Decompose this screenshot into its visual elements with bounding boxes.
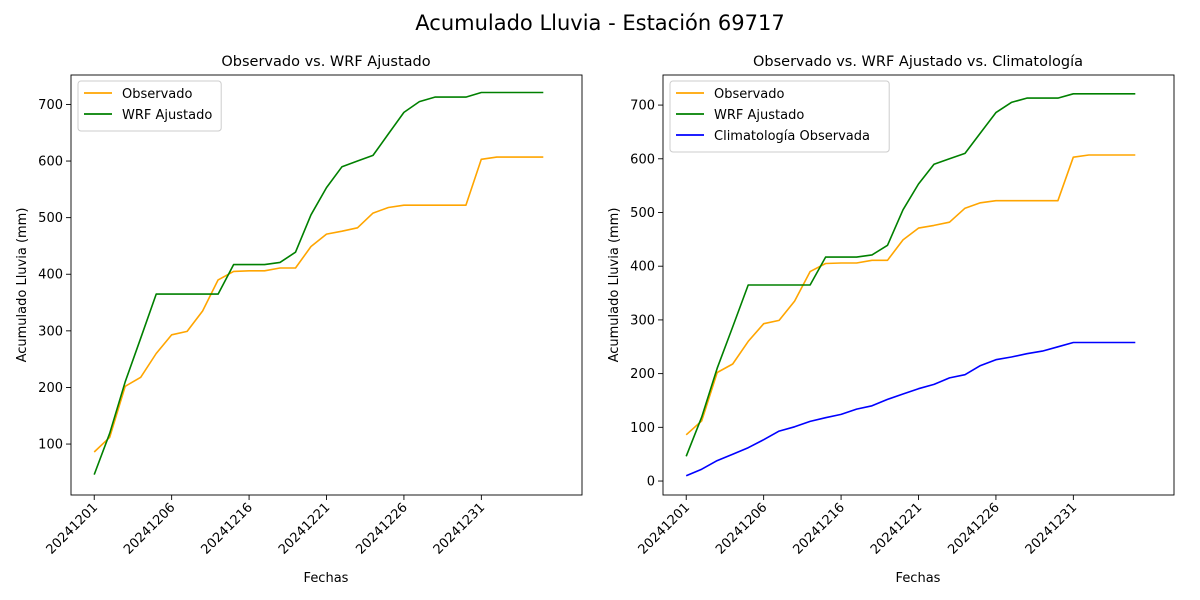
chart-right-legend-label-2: Climatología Observada <box>714 129 870 144</box>
chart-right-series-line-1 <box>685 93 1136 457</box>
chart-right-xlabel: Fechas <box>896 571 941 586</box>
chart-right-ytick-label: 200 <box>630 367 655 382</box>
chart-left-ytick-label: 400 <box>38 268 63 283</box>
chart-right-ytick-label: 0 <box>647 475 655 490</box>
chart-left-frame <box>70 74 583 496</box>
figure-suptitle: Acumulado Lluvia - Estación 69717 <box>415 11 784 35</box>
chart-left-title: Observado vs. WRF Ajustado <box>221 54 430 70</box>
chart-right-frame <box>662 74 1175 496</box>
chart-left-legend: Observado WRF Ajustado <box>77 80 222 132</box>
chart-right-legend-box <box>669 80 890 153</box>
chart-left-ytick-label: 600 <box>38 155 63 170</box>
chart-left-series-line-1 <box>93 91 544 475</box>
chart-left-ytick-label: 500 <box>38 211 63 226</box>
chart-right-ytick-label: 700 <box>630 99 655 114</box>
chart-left-legend-label-0: Observado <box>122 87 193 102</box>
chart-left-ytick-label: 300 <box>38 324 63 339</box>
chart-right-series-line-0 <box>685 154 1136 436</box>
chart-right-series-line-2 <box>685 341 1136 477</box>
chart-right-title: Observado vs. WRF Ajustado vs. Climatolo… <box>753 54 1083 70</box>
chart-right-ytick-label: 300 <box>630 313 655 328</box>
chart-right-ytick-label: 100 <box>630 421 655 436</box>
chart-right-ytick-label: 400 <box>630 260 655 275</box>
chart-left-xlabel: Fechas <box>304 571 349 586</box>
chart-left-legend-box <box>77 80 222 132</box>
chart-right-legend-label-0: Observado <box>714 87 785 102</box>
chart-right-ylabel: Acumulado Lluvia (mm) <box>607 208 622 363</box>
chart-right-ytick-label: 500 <box>630 206 655 221</box>
chart-left-ytick-label: 100 <box>38 438 63 453</box>
chart-left-ytick-label: 700 <box>38 98 63 113</box>
chart-right-ytick-label: 600 <box>630 152 655 167</box>
chart-right-legend: Observado WRF Ajustado Climatología Observ… <box>669 80 890 153</box>
chart-left-legend-label-1: WRF Ajustado <box>122 108 212 123</box>
chart-left-series-line-0 <box>93 156 544 453</box>
chart-left-ytick-label: 200 <box>38 381 63 396</box>
chart-left-ylabel: Acumulado Lluvia (mm) <box>15 208 30 363</box>
chart-right-legend-label-1: WRF Ajustado <box>714 108 804 123</box>
